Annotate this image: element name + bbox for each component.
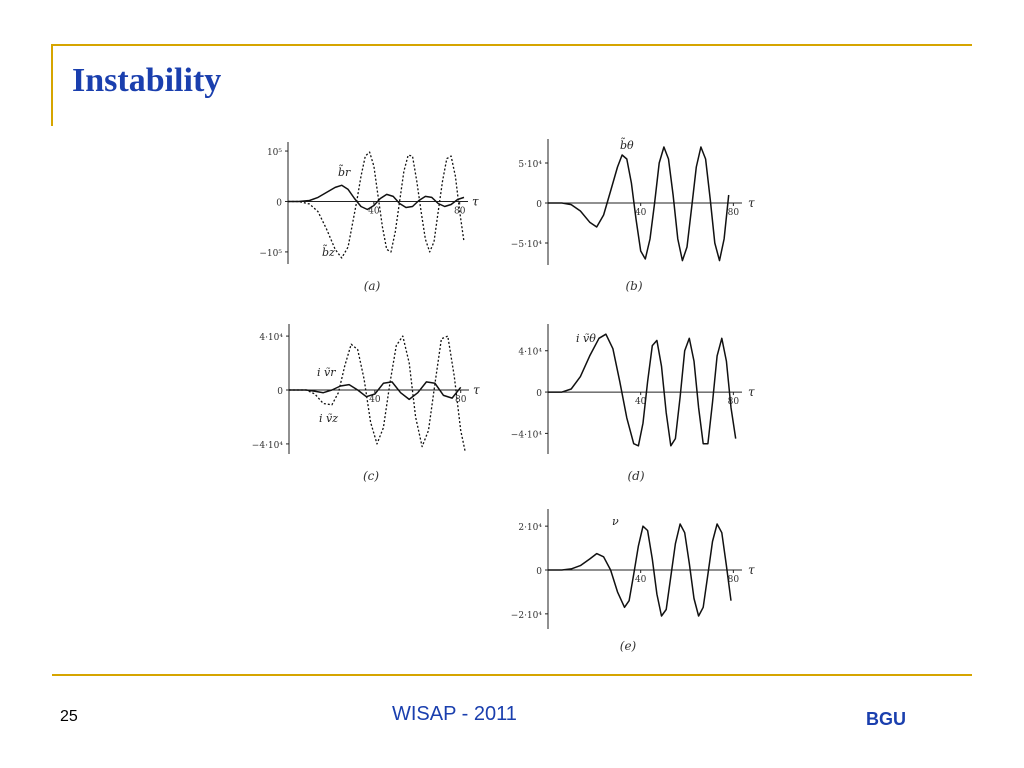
x-axis-label-b: τ: [748, 196, 755, 210]
page-number: 25: [60, 708, 78, 725]
x-tick-label-c: 80: [455, 395, 467, 405]
footer-title: WISAP - 2011: [392, 703, 517, 725]
panel-caption-c: (c): [363, 469, 379, 483]
bottom-rule: [52, 674, 972, 676]
slide-title: Instability: [72, 62, 222, 99]
y-tick-label-e: 2·10⁴: [518, 523, 542, 533]
series-label-c-0: i ṽr: [317, 366, 336, 379]
series-line-a-1: [288, 151, 465, 259]
x-tick-label-b: 40: [635, 208, 647, 218]
x-tick-label-d: 80: [728, 397, 740, 407]
panel-caption-d: (d): [627, 469, 644, 483]
series-line-c-1: [289, 335, 466, 451]
chart-panel-e: 2·10⁴ 0 −2·10⁴ 40 80 τ ν (e): [511, 509, 755, 653]
panel-caption-b: (b): [625, 279, 642, 293]
y-tick-label-c: 4·10⁴: [259, 333, 283, 343]
series-line-b-0: [548, 146, 730, 262]
chart-panel-b: 5·10⁴ 0 −5·10⁴ 40 80 τ b̃θ (b): [511, 138, 755, 293]
y-tick-label-d: −4·10⁴: [511, 430, 543, 440]
y-tick-label-a: −10⁵: [259, 249, 282, 259]
left-rule: [51, 44, 53, 126]
y-tick-label-d: 4·10⁴: [518, 348, 542, 358]
x-axis-label-e: τ: [748, 563, 755, 577]
x-tick-label-a: 40: [368, 206, 380, 216]
panel-caption-e: (e): [620, 639, 637, 653]
series-label-c-1: i ṽz: [319, 412, 338, 425]
x-tick-label-e: 80: [728, 575, 740, 585]
x-axis-label-a: τ: [472, 194, 479, 208]
series-line-e-0: [548, 523, 732, 617]
series-label-e-0: ν: [612, 515, 619, 528]
y-tick-label-c: 0: [277, 387, 283, 397]
series-line-c-0: [289, 381, 462, 401]
y-tick-label-e: −2·10⁴: [511, 611, 543, 621]
series-label-a-1: b̃z: [322, 245, 335, 259]
series-label-d-0: i ṽθ: [576, 332, 596, 345]
chart-panel-c: 4·10⁴ 0 −4·10⁴ 40 80 τ i ṽr i ṽz (c): [252, 324, 480, 483]
footer-logo-text: BGU: [866, 709, 906, 729]
y-tick-label-b: 0: [536, 200, 542, 210]
series-line-d-0: [548, 333, 737, 447]
series-label-a-0: b̃r: [338, 165, 351, 179]
panel-caption-a: (a): [364, 279, 381, 293]
series-label-b-0: b̃θ: [620, 138, 634, 152]
x-tick-label-d: 40: [635, 397, 647, 407]
y-tick-label-d: 0: [536, 389, 542, 399]
x-tick-label-e: 40: [635, 575, 647, 585]
y-tick-label-e: 0: [536, 567, 542, 577]
y-tick-label-a: 0: [276, 198, 282, 208]
x-tick-label-b: 80: [728, 208, 740, 218]
y-tick-label-a: 10⁵: [267, 148, 282, 158]
x-tick-label-c: 40: [369, 395, 381, 405]
series-line-a-0: [288, 184, 465, 211]
x-axis-label-c: τ: [473, 383, 480, 397]
y-tick-label-c: −4·10⁴: [252, 441, 284, 451]
top-rule: [52, 44, 972, 46]
x-axis-label-d: τ: [748, 385, 755, 399]
y-tick-label-b: −5·10⁴: [511, 240, 543, 250]
chart-panel-d: 4·10⁴ 0 −4·10⁴ 40 80 τ i ṽθ (d): [511, 324, 755, 483]
y-tick-label-b: 5·10⁴: [518, 160, 542, 170]
